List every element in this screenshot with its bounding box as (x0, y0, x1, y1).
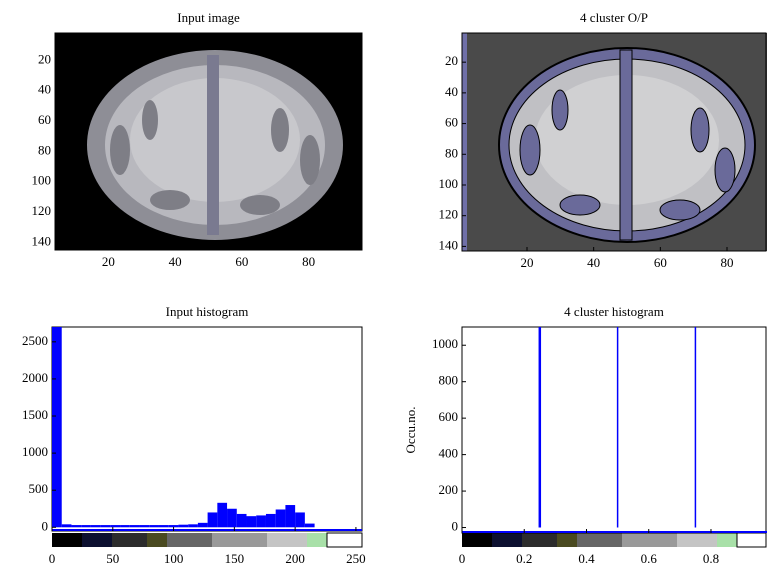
x-tick-label: 0 (459, 551, 466, 566)
chart-title: 4 cluster histogram (564, 304, 664, 319)
bar (139, 525, 150, 528)
x-tick-label: 150 (225, 551, 245, 566)
bar (120, 525, 130, 528)
y-tick-label: 600 (439, 409, 459, 424)
x-tick-label: 60 (654, 255, 667, 270)
y-tick-label: 2500 (22, 333, 48, 348)
bar (197, 522, 208, 528)
colorbar (52, 532, 363, 548)
chart-title: 4 cluster O/P (580, 10, 648, 25)
y-tick-label: 20 (445, 53, 458, 68)
y-tick-label: 500 (29, 481, 49, 496)
bar (178, 524, 189, 528)
y-tick-label: 40 (445, 84, 458, 99)
x-tick-label: 0.4 (578, 551, 595, 566)
y-tick-label: 60 (445, 115, 458, 130)
bar (217, 502, 228, 528)
cluster-image (462, 33, 767, 251)
bar (110, 525, 121, 528)
y-tick-label: 80 (38, 142, 51, 157)
y-tick-label: 120 (32, 203, 52, 218)
x-tick-label: 250 (346, 551, 366, 566)
x-tick-label: 0.6 (641, 551, 658, 566)
plot (52, 327, 362, 531)
plot (462, 327, 767, 533)
y-tick-label: 1500 (22, 407, 48, 422)
bar (246, 516, 257, 528)
x-tick-label: 20 (521, 255, 534, 270)
y-tick-label: 100 (439, 176, 459, 191)
y-tick-label: 2000 (22, 370, 48, 385)
bar (188, 524, 198, 528)
chart-title: Input image (177, 10, 240, 25)
y-tick-label: 200 (439, 482, 459, 497)
bar (227, 508, 237, 528)
x-tick-label: 80 (302, 254, 315, 269)
bar (256, 515, 266, 528)
y-tick-label: 800 (439, 373, 459, 388)
y-tick-label: 0 (452, 519, 459, 534)
x-tick-label: 0.2 (516, 551, 532, 566)
bar (81, 525, 91, 528)
x-tick-label: 40 (587, 255, 600, 270)
y-tick-label: 0 (42, 518, 49, 533)
x-tick-label: 0 (49, 551, 56, 566)
plot-area (51, 326, 363, 532)
bar (275, 509, 286, 528)
y-tick-label: 140 (439, 237, 459, 252)
bar (129, 525, 140, 528)
bar (61, 524, 72, 528)
y-tick-label: 80 (445, 145, 458, 160)
y-tick-label: 40 (38, 82, 51, 97)
bar (295, 512, 305, 528)
bar (207, 512, 218, 528)
plot-area (461, 326, 767, 534)
input-image (55, 33, 362, 250)
axes-box (461, 32, 767, 252)
bar (100, 525, 111, 528)
y-axis-label: Occu.no. (403, 407, 418, 454)
bar (285, 505, 296, 528)
bar (149, 525, 159, 528)
bar (71, 525, 82, 528)
x-tick-label: 100 (164, 551, 184, 566)
bar (158, 525, 169, 528)
bar (265, 513, 276, 528)
bar (304, 523, 315, 528)
y-tick-label: 60 (38, 112, 51, 127)
x-tick-label: 20 (102, 254, 115, 269)
x-tick-label: 40 (169, 254, 182, 269)
bar (90, 525, 101, 528)
x-tick-label: 60 (235, 254, 248, 269)
bar (236, 513, 247, 528)
bar (52, 327, 62, 528)
axes-box (54, 32, 363, 251)
x-tick-label: 200 (285, 551, 305, 566)
y-tick-label: 120 (439, 207, 459, 222)
colorbar (462, 532, 767, 548)
x-tick-label: 50 (106, 551, 119, 566)
y-tick-label: 100 (32, 173, 52, 188)
y-tick-label: 1000 (22, 444, 48, 459)
x-tick-label: 80 (721, 255, 734, 270)
chart-title: Input histogram (166, 304, 249, 319)
y-tick-label: 140 (32, 233, 52, 248)
y-tick-label: 400 (439, 446, 459, 461)
x-tick-label: 0.8 (703, 551, 719, 566)
bar (168, 525, 179, 528)
y-tick-label: 20 (38, 51, 51, 66)
y-tick-label: 1000 (432, 336, 458, 351)
